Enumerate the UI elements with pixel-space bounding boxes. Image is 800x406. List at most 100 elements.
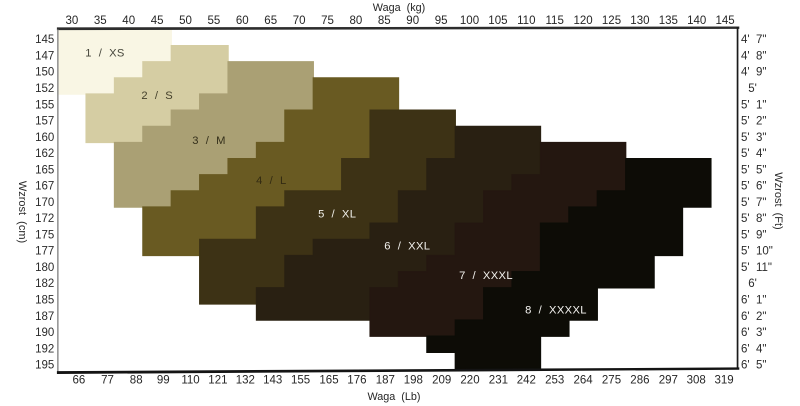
svg-text:6' 5": 6' 5" xyxy=(741,360,766,372)
svg-text:6' 1": 6' 1" xyxy=(741,295,766,307)
svg-text:167: 167 xyxy=(35,181,54,193)
svg-text:5': 5' xyxy=(748,83,757,95)
svg-text:152: 152 xyxy=(35,83,54,95)
svg-text:160: 160 xyxy=(35,132,54,144)
svg-text:319: 319 xyxy=(715,375,734,387)
svg-text:8 / XXXXL: 8 / XXXXL xyxy=(525,305,587,317)
svg-text:Wzrost (cm): Wzrost (cm) xyxy=(16,181,28,243)
svg-text:143: 143 xyxy=(263,375,282,387)
svg-text:90: 90 xyxy=(406,15,419,27)
svg-text:5' 1": 5' 1" xyxy=(741,99,766,111)
svg-text:100: 100 xyxy=(460,15,479,27)
svg-text:4' 7": 4' 7" xyxy=(741,34,766,46)
svg-text:286: 286 xyxy=(630,375,649,387)
svg-text:6 / XXL: 6 / XXL xyxy=(384,240,430,252)
svg-text:162: 162 xyxy=(35,148,54,160)
svg-text:110: 110 xyxy=(181,375,199,387)
svg-text:187: 187 xyxy=(35,311,54,323)
svg-text:165: 165 xyxy=(319,375,338,387)
svg-text:35: 35 xyxy=(94,15,107,27)
svg-text:125: 125 xyxy=(602,15,621,27)
svg-text:85: 85 xyxy=(378,15,391,27)
svg-text:30: 30 xyxy=(66,15,79,27)
svg-text:55: 55 xyxy=(208,15,221,27)
svg-text:3 / M: 3 / M xyxy=(192,135,226,147)
svg-text:157: 157 xyxy=(35,116,54,128)
svg-text:Wzrost (Ft): Wzrost (Ft) xyxy=(772,172,784,229)
svg-text:175: 175 xyxy=(35,229,54,241)
svg-text:5' 6": 5' 6" xyxy=(741,181,766,193)
svg-text:190: 190 xyxy=(35,327,54,339)
svg-text:147: 147 xyxy=(35,51,54,63)
svg-text:5' 4": 5' 4" xyxy=(741,148,766,160)
svg-text:121: 121 xyxy=(208,375,227,387)
svg-text:4' 8": 4' 8" xyxy=(741,51,766,63)
svg-text:182: 182 xyxy=(35,278,54,290)
svg-text:6': 6' xyxy=(748,278,757,290)
svg-text:105: 105 xyxy=(488,15,507,27)
svg-text:4 / L: 4 / L xyxy=(256,175,286,187)
svg-text:5' 9": 5' 9" xyxy=(741,229,766,241)
svg-text:5 / XL: 5 / XL xyxy=(318,208,356,220)
svg-text:195: 195 xyxy=(35,360,54,372)
svg-text:5' 7": 5' 7" xyxy=(741,197,766,209)
svg-text:50: 50 xyxy=(179,15,192,27)
svg-text:5' 10": 5' 10" xyxy=(741,246,773,258)
svg-text:77: 77 xyxy=(101,375,114,387)
svg-text:297: 297 xyxy=(659,375,678,387)
svg-text:6' 2": 6' 2" xyxy=(741,311,766,323)
svg-text:185: 185 xyxy=(35,295,54,307)
svg-text:7 / XXXL: 7 / XXXL xyxy=(459,270,513,282)
svg-text:132: 132 xyxy=(236,375,255,387)
svg-text:155: 155 xyxy=(291,375,310,387)
svg-text:Waga (Lb): Waga (Lb) xyxy=(367,391,420,403)
svg-text:135: 135 xyxy=(659,15,678,27)
svg-text:45: 45 xyxy=(151,15,164,27)
svg-text:145: 145 xyxy=(35,34,54,46)
svg-text:99: 99 xyxy=(157,375,170,387)
svg-text:1 / XS: 1 / XS xyxy=(85,47,125,59)
svg-text:253: 253 xyxy=(545,375,564,387)
svg-text:198: 198 xyxy=(404,375,423,387)
svg-text:176: 176 xyxy=(347,375,366,387)
svg-text:70: 70 xyxy=(293,15,306,27)
svg-text:140: 140 xyxy=(687,15,706,27)
svg-text:5' 8": 5' 8" xyxy=(741,213,766,225)
svg-text:5' 11": 5' 11" xyxy=(741,262,772,274)
svg-text:231: 231 xyxy=(489,375,508,387)
svg-text:275: 275 xyxy=(602,375,621,387)
svg-text:150: 150 xyxy=(35,67,54,79)
svg-text:187: 187 xyxy=(376,375,395,387)
svg-text:66: 66 xyxy=(73,375,86,387)
svg-text:165: 165 xyxy=(35,164,54,176)
svg-text:308: 308 xyxy=(687,375,706,387)
svg-text:180: 180 xyxy=(35,262,54,274)
svg-text:80: 80 xyxy=(350,15,363,27)
svg-text:6' 4": 6' 4" xyxy=(741,343,766,355)
svg-text:40: 40 xyxy=(122,15,135,27)
svg-text:6' 3": 6' 3" xyxy=(741,327,766,339)
svg-text:4' 9": 4' 9" xyxy=(741,67,766,79)
svg-text:75: 75 xyxy=(321,15,334,27)
svg-text:242: 242 xyxy=(517,375,536,387)
svg-text:5' 3": 5' 3" xyxy=(741,132,766,144)
svg-text:155: 155 xyxy=(35,99,54,111)
svg-text:130: 130 xyxy=(630,15,649,27)
svg-text:5' 2": 5' 2" xyxy=(741,116,766,128)
svg-text:145: 145 xyxy=(716,15,735,27)
svg-text:177: 177 xyxy=(35,246,54,258)
svg-text:2 / S: 2 / S xyxy=(141,90,173,102)
svg-text:110: 110 xyxy=(517,15,535,27)
svg-text:95: 95 xyxy=(435,15,448,27)
svg-text:88: 88 xyxy=(130,375,143,387)
svg-text:115: 115 xyxy=(546,15,564,27)
svg-text:264: 264 xyxy=(574,375,594,387)
svg-text:220: 220 xyxy=(460,375,479,387)
svg-text:170: 170 xyxy=(35,197,54,209)
svg-text:120: 120 xyxy=(574,15,593,27)
svg-text:192: 192 xyxy=(35,343,54,355)
svg-text:Waga (kg): Waga (kg) xyxy=(373,2,425,14)
svg-text:5' 5": 5' 5" xyxy=(741,164,766,176)
svg-text:172: 172 xyxy=(35,213,54,225)
svg-text:60: 60 xyxy=(236,15,249,27)
